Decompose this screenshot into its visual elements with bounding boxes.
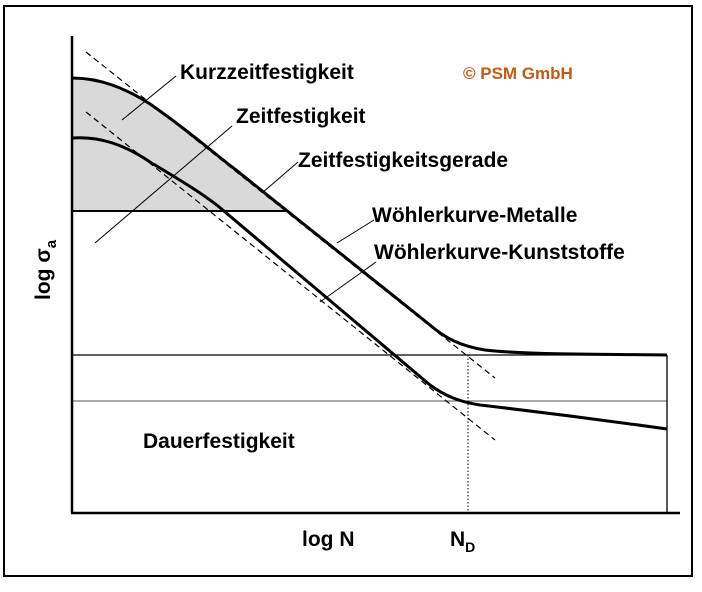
y-axis-label-main: log σ [32, 248, 55, 300]
curve-kunststoffe [71, 136, 668, 431]
nd-label-sub: D [465, 539, 475, 555]
kurzzeit-region [72, 78, 285, 211]
label-woehlerkurve-metalle: Wöhlerkurve-Metalle [372, 204, 577, 227]
x-axis-label: log N [302, 528, 355, 551]
label-zeitfestigkeit: Zeitfestigkeit [236, 105, 366, 128]
leader-gerade [261, 161, 299, 194]
label-woehlerkurve-kunststoffe: Wöhlerkurve-Kunststoffe [374, 241, 625, 264]
nd-label: ND [450, 528, 475, 555]
label-dauerfestigkeit: Dauerfestigkeit [143, 430, 295, 453]
label-zeitfestigkeitsgerade: Zeitfestigkeitsgerade [298, 149, 508, 172]
curve-metalle [71, 76, 668, 357]
nd-label-main: N [450, 528, 465, 551]
leader-kunststoffe [319, 261, 377, 303]
label-kurzzeitfestigkeit: Kurzzeitfestigkeit [180, 61, 354, 84]
y-axis-label-sub: a [43, 239, 60, 248]
leader-kurzzeit [121, 75, 177, 121]
y-axis-label: log σa [32, 239, 60, 300]
copyright-notice: © PSM GmbH [463, 64, 573, 83]
gerade-plastic-dashed [85, 111, 496, 441]
leader-zeit [94, 125, 233, 244]
outer-frame [3, 5, 693, 577]
leader-metalle [336, 219, 375, 244]
